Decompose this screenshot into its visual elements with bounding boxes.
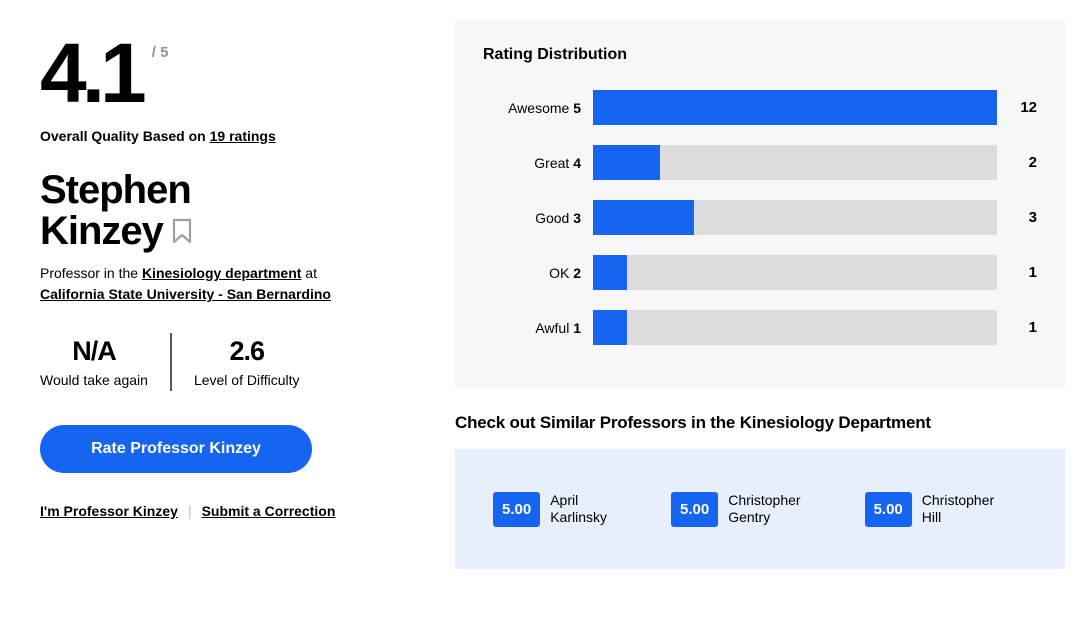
ratings-count-link[interactable]: 19 ratings bbox=[209, 127, 276, 144]
rating-bar-track bbox=[593, 90, 997, 125]
rating-row-count: 2 bbox=[1028, 154, 1037, 171]
rating-bar-fill bbox=[593, 90, 997, 125]
similar-professor-name: Christopher Gentry bbox=[728, 491, 801, 526]
rating-bar-track bbox=[593, 200, 997, 235]
similar-professor-name: Christopher Hill bbox=[921, 491, 995, 526]
rating-bar-fill bbox=[593, 255, 627, 290]
rating-bar-fill bbox=[593, 145, 661, 180]
similar-professor-score: 5.00 bbox=[671, 491, 719, 527]
rating-bar-track bbox=[593, 255, 997, 290]
role-prefix: Professor in the bbox=[40, 264, 142, 281]
rating-bar-track bbox=[593, 310, 997, 345]
similar-professor-name: April Karlinsky bbox=[550, 491, 607, 526]
would-take-again-label: Would take again bbox=[40, 371, 148, 388]
difficulty-stat: 2.6 Level of Difficulty bbox=[172, 336, 300, 388]
stats-divider bbox=[169, 332, 172, 391]
rating-distribution-row: Awesome 5 12 bbox=[483, 90, 1037, 125]
rating-row-count: 12 bbox=[1020, 99, 1037, 116]
rating-bar-fill bbox=[593, 310, 627, 345]
rating-caption: Overall Quality Based on 19 ratings bbox=[40, 128, 412, 144]
rating-distribution-title: Rating Distribution bbox=[483, 46, 627, 63]
bottom-links: I'm Professor Kinzey | Submit a Correction bbox=[40, 503, 412, 519]
rating-denominator: / 5 bbox=[151, 44, 169, 61]
similar-professor-card[interactable]: 5.00 Christopher Gentry bbox=[671, 491, 801, 527]
im-professor-link[interactable]: I'm Professor Kinzey bbox=[40, 502, 178, 519]
would-take-again-value: N/A bbox=[72, 335, 116, 366]
difficulty-value: 2.6 bbox=[229, 335, 265, 366]
rating-distribution-row: Great 4 2 bbox=[483, 145, 1037, 180]
rate-professor-button[interactable]: Rate Professor Kinzey bbox=[40, 424, 312, 473]
professor-summary: 4.1 / 5 Overall Quality Based on 19 rati… bbox=[40, 26, 412, 519]
rating-row-label: Good 3 bbox=[535, 209, 581, 226]
similar-professor-score: 5.00 bbox=[864, 491, 912, 527]
rating-caption-text: Overall Quality Based on bbox=[40, 127, 210, 144]
professor-description: Professor in the Kinesiology department … bbox=[40, 263, 412, 305]
difficulty-label: Level of Difficulty bbox=[193, 371, 300, 388]
rating-row-label: Awful 1 bbox=[535, 319, 581, 336]
rating-bar-fill bbox=[593, 200, 694, 235]
rating-distribution-row: OK 2 1 bbox=[483, 255, 1037, 290]
department-link[interactable]: Kinesiology department bbox=[141, 264, 302, 281]
stats-row: N/A Would take again 2.6 Level of Diffic… bbox=[40, 332, 412, 391]
similar-professors-list: 5.00 April Karlinsky 5.00 Christopher Gentry 5… bbox=[455, 449, 1065, 569]
rating-distribution-row: Awful 1 1 bbox=[483, 310, 1037, 345]
similar-professor-score: 5.00 bbox=[493, 491, 541, 527]
would-take-again-stat: N/A Would take again bbox=[40, 336, 170, 388]
bookmark-icon[interactable] bbox=[171, 211, 193, 253]
rating-row-count: 3 bbox=[1028, 209, 1037, 226]
links-separator: | bbox=[187, 502, 192, 519]
school-link[interactable]: California State University - San Bernar… bbox=[40, 285, 331, 302]
overall-rating-value: 4.1 bbox=[40, 26, 147, 120]
submit-correction-link[interactable]: Submit a Correction bbox=[201, 502, 336, 519]
professor-last-name: Kinzey bbox=[40, 209, 164, 254]
rating-row-label: OK 2 bbox=[549, 264, 581, 281]
similar-professor-card[interactable]: 5.00 Christopher Hill bbox=[864, 491, 995, 527]
rating-bar-track bbox=[593, 145, 997, 180]
rating-row-count: 1 bbox=[1028, 264, 1037, 281]
professor-name: Stephen Kinzey bbox=[40, 167, 412, 254]
similar-professors-section: Check out Similar Professors in the Kine… bbox=[455, 413, 1065, 569]
rating-row-label: Great 4 bbox=[534, 154, 581, 171]
rating-row-label: Awesome 5 bbox=[508, 99, 581, 116]
professor-first-name: Stephen bbox=[40, 167, 192, 212]
overall-rating-row: 4.1 / 5 bbox=[40, 26, 412, 120]
similar-professors-title: Check out Similar Professors in the Kine… bbox=[455, 413, 931, 432]
rating-row-count: 1 bbox=[1028, 319, 1037, 336]
rating-distribution-row: Good 3 3 bbox=[483, 200, 1037, 235]
similar-professor-card[interactable]: 5.00 April Karlinsky bbox=[493, 491, 607, 527]
role-middle: at bbox=[301, 264, 317, 281]
rating-distribution-rows: Awesome 5 12 Great 4 2 Good 3 3 OK 2 1 Awful 1 1 bbox=[483, 90, 1037, 345]
